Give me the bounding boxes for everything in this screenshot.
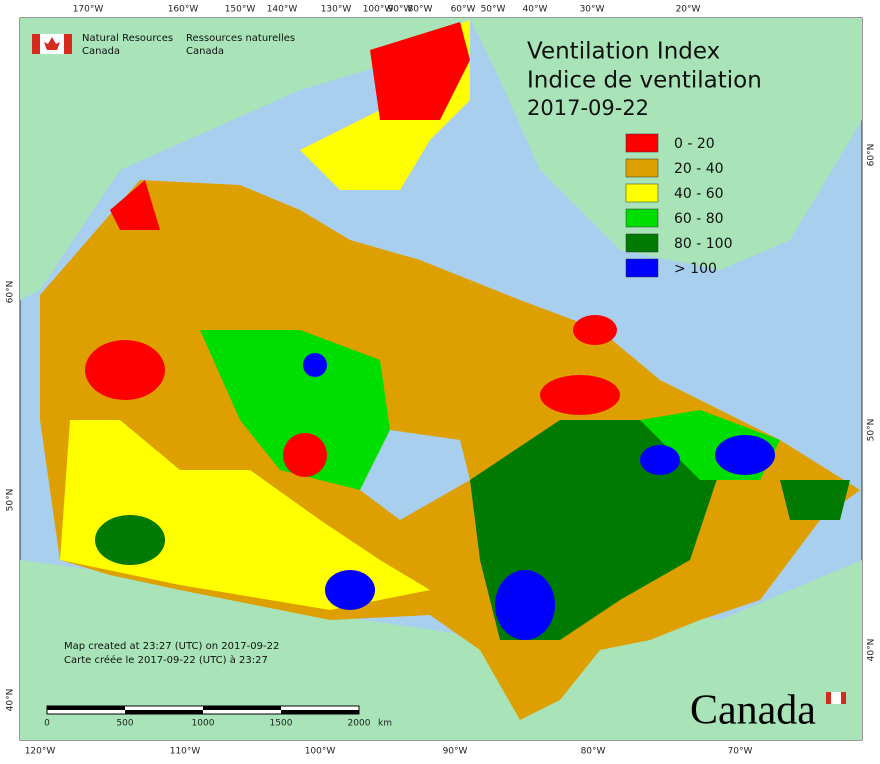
top-labels: 170°W 160°W 150°W 140°W 130°W 100°W 90°W…: [73, 5, 701, 15]
legend-swatch: [625, 133, 659, 153]
zone-red-baffin: [573, 315, 617, 345]
legend-swatch: [625, 158, 659, 178]
flag-leaf: [44, 37, 60, 50]
legend-label: 20 - 40: [674, 161, 724, 177]
legend-label: 0 - 20: [674, 136, 715, 152]
lon-label: 70°W: [728, 747, 753, 757]
legend-swatch: [625, 208, 659, 228]
lon-label: 140°W: [267, 5, 298, 15]
lon-label: 160°W: [168, 5, 199, 15]
land-greenland: [470, 18, 862, 270]
scale-segment: [47, 706, 125, 710]
lon-label: 50°W: [481, 5, 506, 15]
scale-segment: [203, 706, 281, 710]
lon-label: 90°W: [443, 747, 468, 757]
scale-label: 0: [44, 719, 50, 729]
zone-blue-ontario: [495, 570, 555, 640]
lon-label: 80°W: [408, 5, 433, 15]
lon-label: 130°W: [321, 5, 352, 15]
zone-green-bc: [95, 515, 165, 565]
zone-central: [200, 330, 390, 490]
footer: Map created at 23:27 (UTC) on 2017-09-22: [64, 641, 279, 652]
legend-label: 40 - 60: [674, 186, 724, 202]
flag-left: [32, 34, 40, 54]
lat-label: 60°N: [6, 281, 16, 304]
legend: 0 - 20 20 - 40 40 - 60 60 - 80 80 - 100 > 100: [625, 133, 733, 278]
legend-swatch: [625, 258, 659, 278]
zone-red-quebec: [540, 375, 620, 415]
agency-en: Natural Resources: [82, 33, 173, 44]
lon-label: 80°W: [581, 747, 606, 757]
scale-label: 500: [116, 719, 133, 729]
wordmark: Canada: [690, 688, 816, 734]
zone-blue-quebec: [640, 445, 680, 475]
lat-label: 40°N: [6, 689, 16, 712]
zone-blue-manitoba: [325, 570, 375, 610]
agency-en: Canada: [82, 46, 120, 57]
lat-label: 60°N: [867, 144, 877, 167]
land-alaska: [20, 18, 470, 300]
scale-label: 2000: [348, 719, 371, 729]
lon-label: 90°W: [388, 5, 413, 15]
zone-red-yukon: [85, 340, 165, 400]
flag-right: [64, 34, 72, 54]
legend-label: 60 - 80: [674, 211, 724, 227]
title: Indice de ventilation: [527, 68, 762, 94]
lat-label: 40°N: [867, 639, 877, 662]
legend-swatch: [625, 233, 659, 253]
legend-label: 80 - 100: [674, 236, 733, 252]
zone-south-west: [60, 420, 430, 610]
zone-red-sask: [283, 433, 327, 477]
legend-swatch: [625, 183, 659, 203]
lon-label: 170°W: [73, 5, 104, 15]
scale-bar: 0 500 1000 1500 2000 km: [44, 705, 392, 729]
scale-segment: [125, 710, 203, 714]
scale-segment: [281, 710, 359, 714]
hudson-bay: [360, 430, 470, 520]
scale-label: 1000: [192, 719, 215, 729]
lon-label: 100°W: [363, 5, 394, 15]
agency-fr: Ressources naturelles: [186, 33, 295, 44]
zone-red-north: [110, 180, 160, 230]
scale-unit: km: [378, 719, 392, 729]
lon-label: 100°W: [305, 747, 336, 757]
lon-label: 40°W: [523, 5, 548, 15]
land-usa: [20, 560, 862, 740]
zone-blue-labrador: [715, 435, 775, 475]
zone-newfoundland: [780, 480, 850, 520]
title: Ventilation Index: [527, 39, 720, 65]
lon-label: 60°W: [451, 5, 476, 15]
lat-label: 50°N: [867, 419, 877, 442]
ellesmere: [370, 22, 470, 120]
agency-fr: Canada: [186, 46, 224, 57]
scale-label: 1500: [270, 719, 293, 729]
zone-blue-nunavut: [303, 353, 327, 377]
legend-label: > 100: [674, 261, 717, 277]
lon-label: 120°W: [25, 747, 56, 757]
wordmark-flag-center: [831, 692, 841, 704]
lon-label: 150°W: [225, 5, 256, 15]
lon-label: 30°W: [580, 5, 605, 15]
title: 2017-09-22: [527, 96, 649, 120]
lon-label: 110°W: [170, 747, 201, 757]
lon-label: 20°W: [676, 5, 701, 15]
footer: Carte créée le 2017-09-22 (UTC) à 23:27: [64, 654, 268, 666]
lat-label: 50°N: [6, 489, 16, 512]
